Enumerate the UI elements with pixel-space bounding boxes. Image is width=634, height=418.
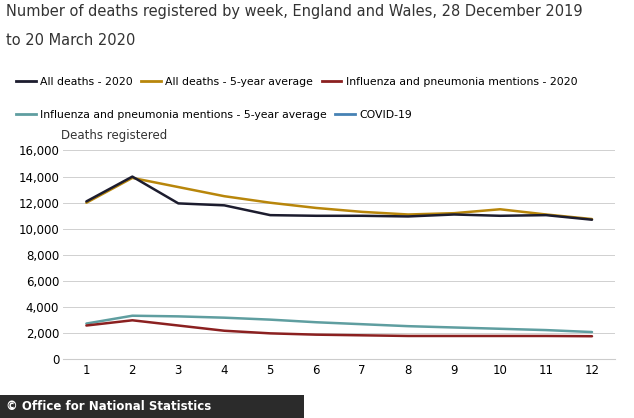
Text: © Office for National Statistics: © Office for National Statistics (6, 400, 211, 413)
Text: to 20 March 2020: to 20 March 2020 (6, 33, 136, 48)
Legend: All deaths - 2020, All deaths - 5-year average, Influenza and pneumonia mentions: All deaths - 2020, All deaths - 5-year a… (12, 72, 581, 91)
Text: Number of deaths registered by week, England and Wales, 28 December 2019: Number of deaths registered by week, Eng… (6, 4, 583, 19)
Legend: Influenza and pneumonia mentions - 5-year average, COVID-19: Influenza and pneumonia mentions - 5-yea… (12, 106, 417, 125)
Text: Deaths registered: Deaths registered (61, 129, 167, 142)
